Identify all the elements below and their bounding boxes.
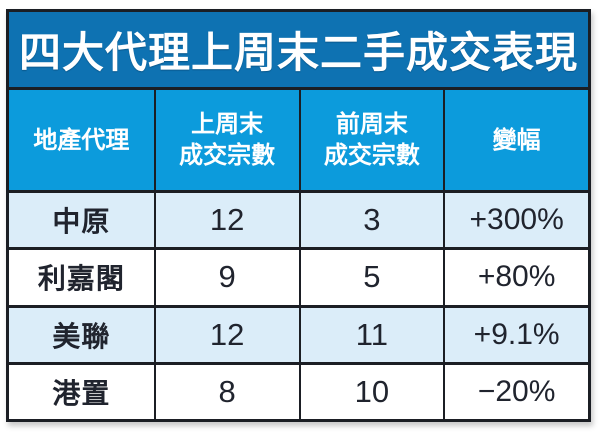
column-header-agency-label: 地產代理 <box>33 126 130 154</box>
change-cell: +9.1% <box>443 307 588 362</box>
change-cell: +300% <box>443 193 588 248</box>
column-header-change-label: 變幅 <box>492 126 541 154</box>
table-row-ricacorp: 利嘉閣 9 5 +80% <box>9 250 588 308</box>
column-header-last-weekend: 上周末 成交宗數 <box>153 90 299 190</box>
table-row-centaline: 中原 12 3 +300% <box>9 193 588 251</box>
column-header-change: 變幅 <box>443 90 588 190</box>
last-weekend-cell: 12 <box>153 193 299 248</box>
last-weekend-cell: 12 <box>153 307 299 362</box>
agency-cell: 港置 <box>52 377 111 409</box>
prev-weekend-cell: 11 <box>298 307 444 362</box>
table-row-hkp: 港置 8 10 −20% <box>9 364 588 419</box>
prev-weekend-cell: 3 <box>298 193 444 248</box>
agency-cell: 利嘉閣 <box>37 263 125 295</box>
last-weekend-cell: 8 <box>153 364 299 419</box>
table-header-row: 地產代理 上周末 成交宗數 前周末 成交宗數 變幅 <box>9 90 588 193</box>
change-cell: +80% <box>443 250 588 305</box>
table-row-midland: 美聯 12 11 +9.1% <box>9 307 588 365</box>
agency-cell: 美聯 <box>52 320 111 352</box>
column-header-agency: 地產代理 <box>9 90 154 190</box>
agency-cell: 中原 <box>52 206 111 238</box>
column-header-prev-weekend-line1: 前周末 <box>335 111 408 138</box>
table-title: 四大代理上周末二手成交表現 <box>18 29 578 76</box>
prev-weekend-cell: 5 <box>298 250 444 305</box>
column-header-last-weekend-line1: 上周末 <box>191 111 264 138</box>
table-title-bar: 四大代理上周末二手成交表現 <box>9 12 588 90</box>
column-header-prev-weekend: 前周末 成交宗數 <box>298 90 444 190</box>
change-cell: −20% <box>443 364 588 419</box>
last-weekend-cell: 9 <box>153 250 299 305</box>
column-header-last-weekend-line2: 成交宗數 <box>179 142 276 169</box>
transactions-table: 四大代理上周末二手成交表現 地產代理 上周末 成交宗數 前周末 成交宗數 變幅 … <box>6 9 591 422</box>
prev-weekend-cell: 10 <box>298 364 444 419</box>
column-header-prev-weekend-line2: 成交宗數 <box>323 142 420 169</box>
